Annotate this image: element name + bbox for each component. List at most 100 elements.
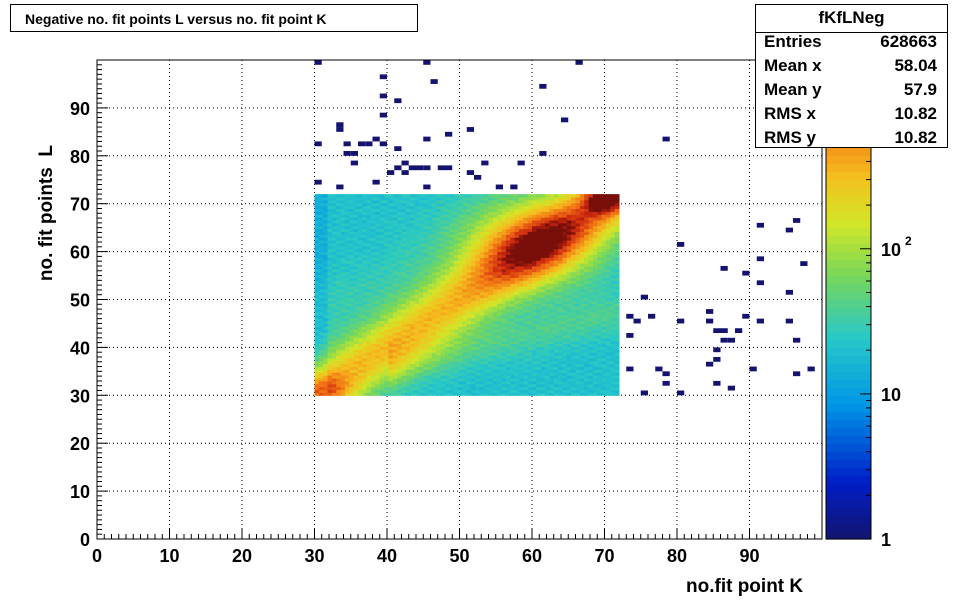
heatmap-cell xyxy=(471,231,476,235)
heatmap-cell xyxy=(388,242,394,247)
heatmap-cell xyxy=(384,314,389,319)
heatmap-cell xyxy=(449,329,455,333)
heatmap-cell xyxy=(336,245,342,250)
heatmap-cell xyxy=(540,263,546,267)
heatmap-cell xyxy=(514,343,520,347)
heatmap-cell xyxy=(401,383,407,388)
heatmap-cell xyxy=(384,389,389,393)
heatmap-cell xyxy=(518,294,524,299)
heatmap-cell xyxy=(436,311,442,316)
heatmap-cell xyxy=(427,214,433,218)
heatmap-cell xyxy=(545,343,550,347)
heatmap-cell xyxy=(440,357,446,362)
heatmap-cell xyxy=(575,363,581,368)
heatmap-cell xyxy=(571,386,576,391)
heatmap-cell xyxy=(392,211,398,215)
heatmap-cell xyxy=(384,248,389,253)
heatmap-cell xyxy=(518,311,524,316)
heatmap-cell xyxy=(397,369,402,373)
heatmap-cell xyxy=(358,286,363,290)
heatmap-cell xyxy=(466,228,472,232)
heatmap-cell xyxy=(514,369,520,373)
heatmap-cell xyxy=(566,208,572,212)
heatmap-cell xyxy=(601,380,607,385)
heatmap-cell xyxy=(558,372,563,376)
heatmap-cell xyxy=(610,378,616,382)
heatmap-cell xyxy=(479,372,485,376)
heatmap-cell xyxy=(566,260,572,264)
heatmap-cell xyxy=(418,300,424,304)
heatmap-cell xyxy=(605,225,611,230)
heatmap-cell xyxy=(571,300,576,304)
heatmap-cell xyxy=(323,326,329,330)
heatmap-cell xyxy=(401,245,407,250)
heatmap-cell xyxy=(331,254,337,258)
heatmap-cell xyxy=(314,222,320,227)
heatmap-cell xyxy=(510,234,516,238)
heatmap-cell xyxy=(445,297,450,301)
heatmap-cell xyxy=(584,352,590,356)
heatmap-cell xyxy=(405,280,411,284)
heatmap-cell xyxy=(549,222,555,227)
heatmap-cell xyxy=(423,355,429,359)
heatmap-cell xyxy=(566,257,572,261)
heatmap-cell xyxy=(536,202,542,207)
heatmap-cell xyxy=(436,306,442,310)
heatmap-cell xyxy=(366,240,372,244)
heatmap-cell xyxy=(579,326,585,330)
heatmap-cell xyxy=(349,242,355,247)
heatmap-cell xyxy=(614,337,620,342)
heatmap-cell xyxy=(579,343,585,347)
sparse-bin xyxy=(785,227,793,233)
heatmap-cell xyxy=(462,349,468,353)
heatmap-cell xyxy=(514,332,520,336)
heatmap-cell xyxy=(353,343,359,347)
heatmap-cell xyxy=(392,283,398,287)
heatmap-cell xyxy=(523,205,529,209)
heatmap-cell xyxy=(362,329,368,333)
heatmap-cell xyxy=(605,260,611,264)
heatmap-cell xyxy=(458,334,463,339)
heatmap-cell xyxy=(405,311,411,316)
heatmap-cell xyxy=(479,260,485,264)
heatmap-cell xyxy=(571,332,576,336)
heatmap-cell xyxy=(362,349,368,353)
heatmap-cell xyxy=(362,268,368,273)
heatmap-cell xyxy=(540,199,546,204)
heatmap-cell xyxy=(414,392,420,396)
heatmap-cell xyxy=(453,283,459,287)
heatmap-cell xyxy=(575,288,581,293)
heatmap-cell xyxy=(584,369,590,373)
heatmap-cell xyxy=(471,268,476,273)
heatmap-cell xyxy=(371,251,376,255)
heatmap-cell xyxy=(514,283,520,287)
heatmap-cell xyxy=(353,294,359,299)
heatmap-cell xyxy=(532,242,537,247)
heatmap-cell xyxy=(532,326,537,330)
heatmap-cell xyxy=(358,383,363,388)
heatmap-cell xyxy=(562,225,568,230)
heatmap-cell xyxy=(601,357,607,362)
heatmap-cell xyxy=(418,245,424,250)
heatmap-cell xyxy=(331,225,337,230)
heatmap-cell xyxy=(588,329,594,333)
heatmap-cell xyxy=(540,242,546,247)
heatmap-cell xyxy=(349,386,355,391)
heatmap-cell xyxy=(527,306,533,310)
heatmap-cell xyxy=(340,268,346,273)
heatmap-cell xyxy=(553,291,559,296)
heatmap-cell xyxy=(397,380,402,385)
heatmap-cell xyxy=(318,208,324,212)
heatmap-cell xyxy=(549,332,555,336)
heatmap-cell xyxy=(514,323,520,327)
heatmap-cell xyxy=(331,375,337,379)
heatmap-cell xyxy=(327,355,333,359)
heatmap-cell xyxy=(527,291,533,296)
heatmap-cell xyxy=(492,234,498,238)
heatmap-cell xyxy=(371,214,376,218)
heatmap-cell xyxy=(384,340,389,345)
heatmap-cell xyxy=(584,329,590,333)
heatmap-cell xyxy=(418,314,424,319)
heatmap-cell xyxy=(401,309,407,313)
heatmap-cell xyxy=(462,205,468,209)
